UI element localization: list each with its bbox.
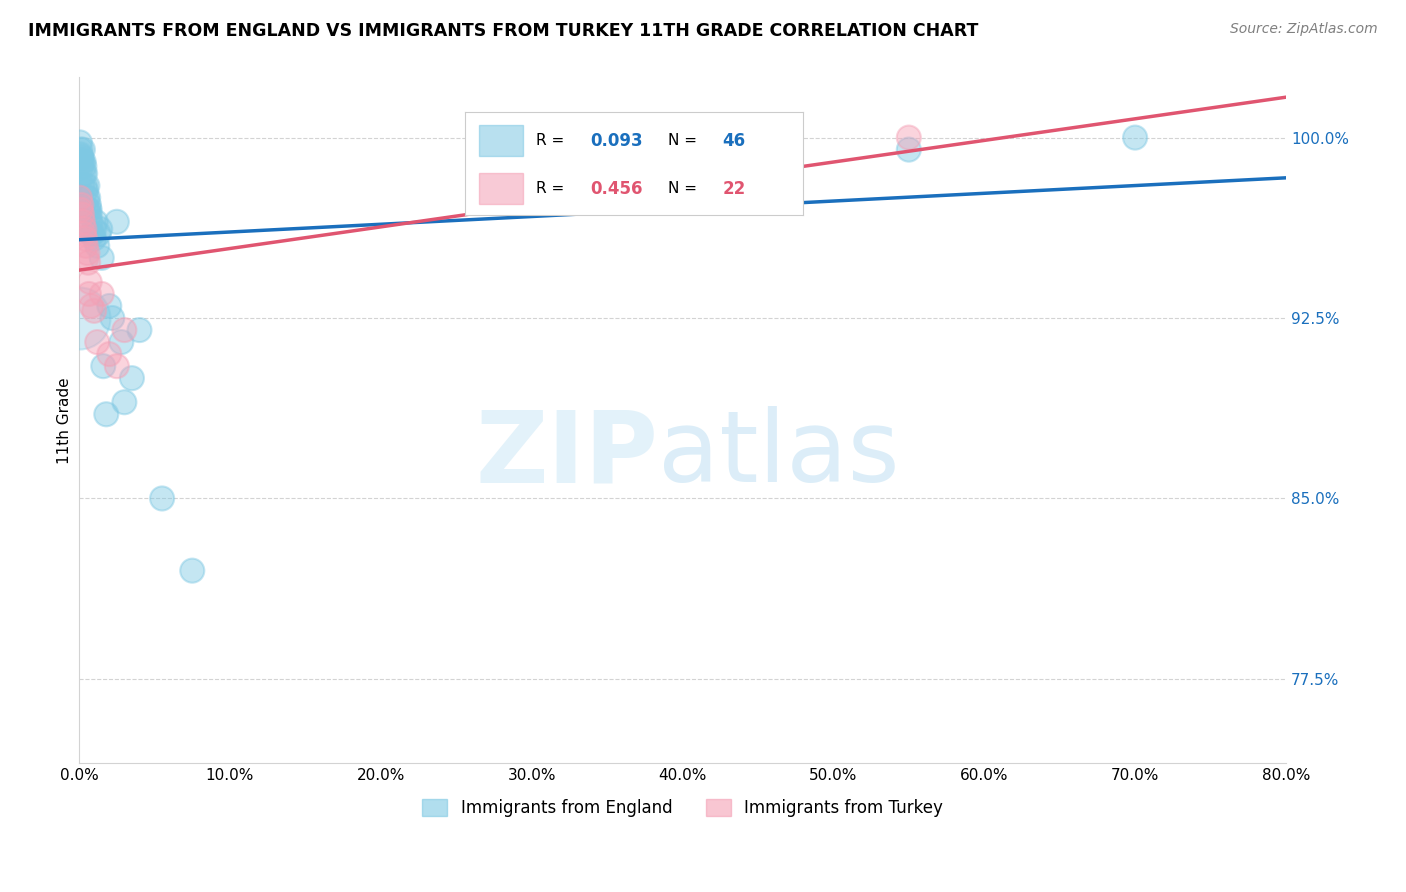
Point <box>79 208 101 222</box>
Point <box>98 347 121 361</box>
Point <box>84 215 107 229</box>
Point <box>897 143 920 157</box>
Point <box>75 184 97 198</box>
Point <box>72 154 94 169</box>
Point <box>86 335 108 350</box>
Point <box>76 178 98 193</box>
Text: atlas: atlas <box>658 406 900 503</box>
Point <box>73 160 96 174</box>
Point <box>72 167 94 181</box>
Point <box>70 154 93 169</box>
Point <box>80 299 103 313</box>
Point <box>83 222 105 236</box>
Point <box>77 198 100 212</box>
Point <box>72 143 94 157</box>
Point <box>79 202 101 217</box>
Point <box>69 191 91 205</box>
Point <box>69 147 91 161</box>
Point <box>76 246 98 260</box>
Point <box>77 191 100 205</box>
Point <box>86 239 108 253</box>
Y-axis label: 11th Grade: 11th Grade <box>58 377 72 464</box>
Point <box>75 167 97 181</box>
Point <box>70 160 93 174</box>
Point <box>75 178 97 193</box>
Point <box>90 287 112 301</box>
Point <box>121 371 143 385</box>
Point <box>897 130 920 145</box>
Point <box>82 227 104 241</box>
Point <box>69 202 91 217</box>
Point <box>72 178 94 193</box>
Point <box>77 202 100 217</box>
Point <box>128 323 150 337</box>
Point <box>77 256 100 270</box>
Point <box>80 227 103 241</box>
Point <box>67 311 90 326</box>
Point <box>83 303 105 318</box>
Point <box>76 191 98 205</box>
Point <box>1123 130 1146 145</box>
Point <box>72 215 94 229</box>
Point <box>90 251 112 265</box>
Point <box>105 215 128 229</box>
Point <box>76 202 98 217</box>
Point <box>79 275 101 289</box>
Point <box>101 311 124 326</box>
Point <box>69 143 91 157</box>
Point <box>75 232 97 246</box>
Text: IMMIGRANTS FROM ENGLAND VS IMMIGRANTS FROM TURKEY 11TH GRADE CORRELATION CHART: IMMIGRANTS FROM ENGLAND VS IMMIGRANTS FR… <box>28 22 979 40</box>
Point <box>70 153 93 167</box>
Text: Source: ZipAtlas.com: Source: ZipAtlas.com <box>1230 22 1378 37</box>
Point <box>110 335 132 350</box>
Point <box>83 232 105 246</box>
Text: ZIP: ZIP <box>475 406 658 503</box>
Point <box>181 564 204 578</box>
Point <box>75 239 97 253</box>
Point <box>96 407 118 421</box>
Point <box>98 299 121 313</box>
Point <box>87 227 110 241</box>
Point <box>150 491 173 506</box>
Point <box>70 150 93 164</box>
Point <box>70 208 93 222</box>
Point <box>77 287 100 301</box>
Legend: Immigrants from England, Immigrants from Turkey: Immigrants from England, Immigrants from… <box>416 792 949 823</box>
Point <box>73 222 96 236</box>
Point <box>76 251 98 265</box>
Point <box>89 222 111 236</box>
Point <box>70 198 93 212</box>
Point <box>112 323 135 337</box>
Point <box>79 215 101 229</box>
Point <box>105 359 128 373</box>
Point <box>72 227 94 241</box>
Point <box>112 395 135 409</box>
Point <box>69 136 91 150</box>
Point <box>91 359 114 373</box>
